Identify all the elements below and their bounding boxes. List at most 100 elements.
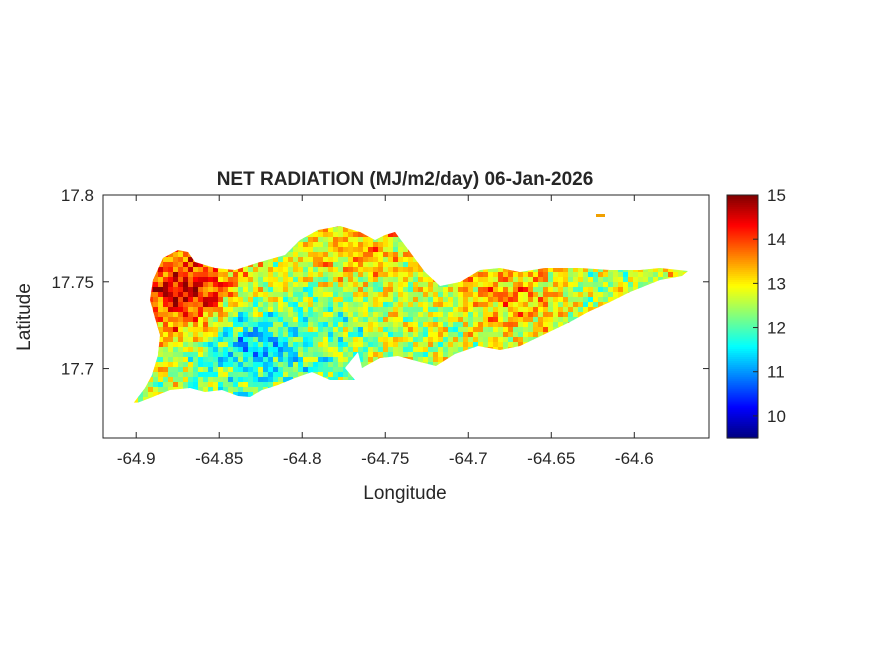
map-cell: [248, 352, 254, 358]
map-cell: [168, 302, 174, 308]
map-cell: [223, 312, 229, 318]
map-cell: [413, 357, 419, 363]
map-cell: [558, 322, 564, 328]
map-cell: [393, 332, 399, 338]
map-cell: [323, 272, 329, 278]
map-cell: [283, 267, 289, 273]
map-cell: [458, 292, 464, 298]
map-cell: [183, 362, 189, 368]
map-cell: [398, 347, 404, 353]
colorbar-swatch: [727, 245, 758, 249]
map-cell: [553, 302, 559, 308]
map-cell: [348, 242, 354, 248]
map-cell: [183, 352, 189, 358]
map-cell: [458, 317, 464, 323]
map-cell: [188, 317, 194, 323]
map-cell: [403, 312, 409, 318]
map-cell: [293, 372, 299, 378]
map-cell: [428, 337, 434, 343]
map-cell: [218, 267, 224, 273]
map-cell: [483, 307, 489, 313]
map-cell: [388, 242, 394, 248]
map-cell: [253, 347, 259, 353]
map-cell: [258, 337, 264, 343]
map-cell: [193, 377, 199, 383]
map-cell: [403, 297, 409, 303]
map-cell: [678, 272, 684, 278]
map-cell: [358, 357, 364, 363]
colorbar-swatch: [727, 379, 758, 382]
map-cell: [268, 282, 274, 288]
map-cell: [558, 267, 564, 273]
map-cell: [353, 347, 359, 353]
colorbar-swatch: [727, 290, 758, 293]
colorbar-swatch: [727, 273, 758, 277]
map-cell: [563, 267, 569, 273]
map-cell: [263, 347, 269, 353]
map-cell: [318, 282, 324, 288]
map-cell: [163, 337, 169, 343]
map-cell: [388, 232, 394, 238]
map-cell: [178, 277, 184, 283]
map-cell: [508, 322, 514, 328]
map-cell: [258, 362, 264, 368]
map-cell: [398, 312, 404, 318]
map-cell: [373, 297, 379, 303]
map-cell: [403, 252, 409, 258]
map-cell: [273, 342, 279, 348]
map-cell: [448, 312, 454, 318]
map-cell: [423, 357, 429, 363]
map-cell: [183, 272, 189, 278]
map-cell: [533, 302, 539, 308]
map-cell: [238, 382, 244, 388]
map-cell: [393, 327, 399, 333]
map-cell: [568, 307, 574, 313]
map-cell: [333, 337, 339, 343]
map-cell: [178, 312, 184, 318]
map-cell: [328, 337, 334, 343]
map-cell: [213, 387, 219, 393]
map-cell: [473, 287, 479, 293]
map-cell: [178, 372, 184, 378]
map-cell: [203, 267, 209, 273]
colorbar-swatch: [727, 298, 758, 301]
map-cell: [238, 342, 244, 348]
map-cell: [558, 292, 564, 298]
map-cell: [423, 282, 429, 288]
map-cell: [493, 332, 499, 338]
colorbar-swatch: [727, 344, 758, 348]
map-cell: [338, 332, 344, 338]
colorbar-swatch: [727, 195, 758, 198]
map-cell: [323, 282, 329, 288]
map-cell: [408, 272, 414, 278]
map-cell: [368, 292, 374, 298]
colorbar-swatch: [727, 221, 758, 224]
map-cell: [363, 272, 369, 278]
map-cell: [333, 312, 339, 318]
map-cell: [343, 257, 349, 263]
colorbar-swatch: [727, 284, 758, 287]
map-cell: [153, 392, 159, 398]
map-cell: [383, 322, 389, 328]
map-cell: [578, 302, 584, 308]
map-cell: [158, 282, 164, 288]
map-cell: [248, 362, 254, 368]
map-cell: [338, 357, 344, 363]
map-cell: [293, 357, 299, 363]
map-cell: [548, 307, 554, 313]
map-cell: [273, 302, 279, 308]
map-cell: [488, 337, 494, 343]
map-cell: [453, 337, 459, 343]
map-cell: [498, 317, 504, 323]
map-cell: [503, 277, 509, 283]
map-cell: [288, 317, 294, 323]
map-cell: [298, 302, 304, 308]
map-cell: [583, 297, 589, 303]
map-cell: [153, 362, 159, 368]
map-cell: [388, 307, 394, 313]
map-cell: [493, 302, 499, 308]
map-cell: [468, 282, 474, 288]
map-cell: [373, 312, 379, 318]
map-cell: [148, 387, 154, 393]
map-cell: [468, 307, 474, 313]
